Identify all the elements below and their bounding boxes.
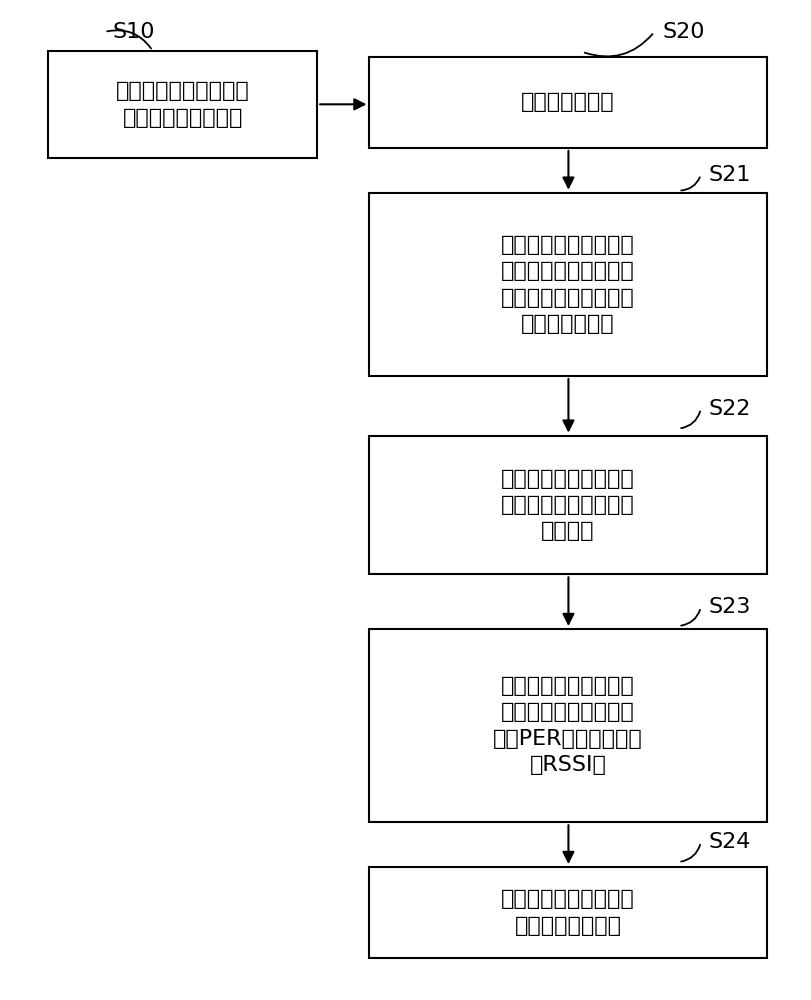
Text: S24: S24 — [709, 832, 751, 852]
FancyBboxPatch shape — [369, 436, 766, 574]
FancyBboxPatch shape — [369, 867, 766, 958]
Text: 根据前一步骤的比较结
果决定一辐射场型: 根据前一步骤的比较结 果决定一辐射场型 — [501, 889, 635, 936]
Text: 比较各个测试场型所送
出训练封包的封包错误
率（PER）和信号强度
（RSSI）: 比较各个测试场型所送 出训练封包的封包错误 率（PER）和信号强度 （RSSI） — [493, 676, 643, 775]
FancyBboxPatch shape — [369, 193, 766, 376]
FancyBboxPatch shape — [369, 629, 766, 822]
Text: S23: S23 — [709, 597, 751, 617]
Text: S20: S20 — [663, 22, 705, 42]
Text: S10: S10 — [113, 22, 155, 42]
Text: 提供多个水平极化天线
及多个垂直极化天线: 提供多个水平极化天线 及多个垂直极化天线 — [116, 81, 250, 128]
Text: 以各个测试场型分别对
已连线的节点送出多个
训练封包: 以各个测试场型分别对 已连线的节点送出多个 训练封包 — [501, 469, 635, 541]
Text: 导通一个以上的水平极
化天线和／或一个以上
的垂直极化天线，以产
生多个测试场型: 导通一个以上的水平极 化天线和／或一个以上 的垂直极化天线，以产 生多个测试场型 — [501, 235, 635, 334]
FancyBboxPatch shape — [49, 51, 317, 158]
Text: 进入一训练模式: 进入一训练模式 — [521, 92, 615, 112]
FancyBboxPatch shape — [369, 57, 766, 148]
Text: S22: S22 — [709, 399, 751, 419]
Text: S21: S21 — [709, 165, 751, 185]
